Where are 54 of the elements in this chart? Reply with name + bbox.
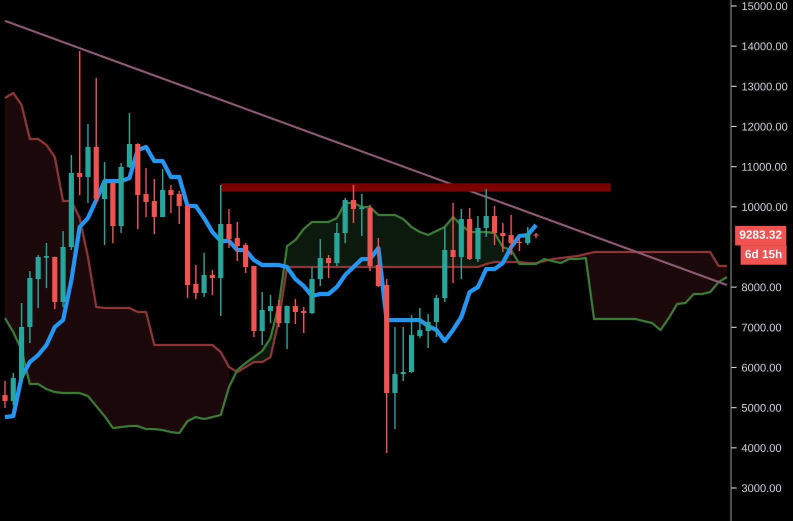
candlestick xyxy=(152,178,157,235)
candlestick xyxy=(301,306,306,334)
candlestick xyxy=(210,269,215,296)
y-tick-label: 5000.00 xyxy=(742,404,782,412)
candlestick xyxy=(426,313,431,349)
y-tick-label: 8000.00 xyxy=(742,283,782,292)
line-series xyxy=(4,92,728,374)
candlestick xyxy=(492,205,498,246)
candlestick xyxy=(508,214,514,256)
candlestick xyxy=(276,299,282,328)
candlestick xyxy=(292,298,298,325)
candlestick xyxy=(392,326,398,430)
y-tick-label: 15000.00 xyxy=(742,2,788,10)
y-tick-label: 13000.00 xyxy=(742,82,788,90)
candlestick xyxy=(484,188,489,238)
candlestick xyxy=(2,380,8,409)
y-tick-label: 7000.00 xyxy=(742,324,782,332)
candlestick xyxy=(193,264,198,300)
candlestick xyxy=(126,112,132,169)
candlestick xyxy=(326,254,332,279)
y-tick-label: 11000.00 xyxy=(742,162,787,171)
line-series xyxy=(4,202,728,434)
candlestick xyxy=(77,50,82,196)
candlestick xyxy=(260,291,265,346)
y-tick-label: 12000.00 xyxy=(742,122,788,131)
y-tick-label: 4000.00 xyxy=(742,444,782,452)
candlestick xyxy=(226,208,232,249)
candlestick xyxy=(102,161,108,246)
candlestick xyxy=(10,372,16,406)
candlestick xyxy=(450,202,456,284)
candlestick xyxy=(500,222,506,253)
candlestick xyxy=(434,294,440,338)
candlestick xyxy=(318,238,323,287)
candlestick xyxy=(243,242,248,274)
y-tick-label: 10000.00 xyxy=(742,203,788,211)
y-tick-label: 6000.00 xyxy=(742,364,782,372)
candlestick xyxy=(525,226,530,246)
candlestick xyxy=(417,307,422,339)
candlestick xyxy=(234,221,240,262)
candlestick xyxy=(36,254,41,309)
candlestick xyxy=(284,304,290,350)
candlestick xyxy=(202,252,207,298)
candlestick xyxy=(168,184,174,214)
candlestick xyxy=(176,190,182,225)
candlestick xyxy=(516,236,522,252)
candlestick xyxy=(143,167,149,218)
candlestick xyxy=(376,237,381,288)
text: 6d 15h xyxy=(745,250,782,258)
text: 9283.32 xyxy=(740,230,782,239)
y-tick-label: 14000.00 xyxy=(742,42,788,50)
y-tick-label: 3000.00 xyxy=(742,484,782,492)
candlestick xyxy=(350,184,356,224)
candlestick xyxy=(400,326,406,382)
candlestick xyxy=(268,294,274,324)
